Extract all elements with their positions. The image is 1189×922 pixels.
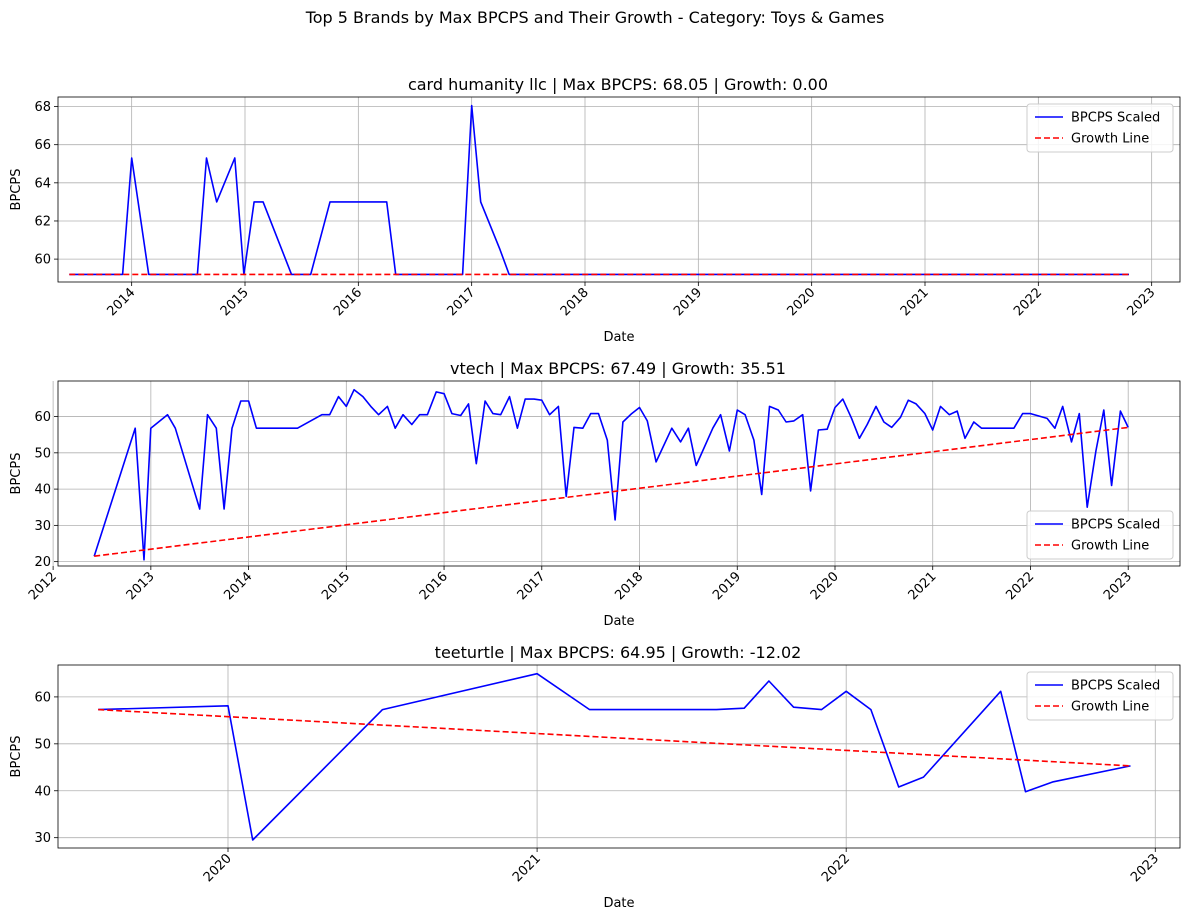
x-tick-label: 2018 <box>558 285 592 319</box>
x-tick-label: 2016 <box>417 569 451 603</box>
subplot-title: teeturtle | Max BPCPS: 64.95 | Growth: -… <box>435 643 802 662</box>
x-tick-label: 2019 <box>710 569 744 603</box>
x-axis-label: Date <box>603 896 634 911</box>
x-tick-label: 2022 <box>1011 285 1045 319</box>
legend-label: Growth Line <box>1071 132 1149 147</box>
legend: BPCPS Scaled Growth Line <box>1026 103 1174 153</box>
x-tick-label: 2022 <box>819 851 853 885</box>
x-tick-label: 2017 <box>444 285 478 319</box>
x-tick-label: 2023 <box>1124 285 1158 319</box>
x-tick-label: 2015 <box>319 569 353 603</box>
legend-label: Growth Line <box>1071 539 1149 554</box>
x-tick-label: 2016 <box>331 285 365 319</box>
y-tick-label: 30 <box>34 519 51 534</box>
y-tick-label: 62 <box>34 214 51 229</box>
x-tick-label: 2020 <box>808 569 842 603</box>
y-tick-label: 20 <box>34 555 51 570</box>
x-tick-label: 2018 <box>612 569 646 603</box>
plot-frame <box>57 380 1181 567</box>
x-tick-label: 2013 <box>124 569 158 603</box>
subplot-2: 2012 2013 2014 2015 2016 2017 2018 2019 2020 2021… <box>9 359 1181 629</box>
x-tick-label: 2021 <box>510 851 544 885</box>
y-tick-label: 60 <box>34 690 51 705</box>
x-axis-label: Date <box>603 330 634 345</box>
legend-label: BPCPS Scaled <box>1071 111 1160 126</box>
bpcps-line <box>69 104 1129 276</box>
y-tick-label: 60 <box>34 253 51 268</box>
subplot-3: 2020 2021 2022 2023 30 40 50 60 teeturtle | Max … <box>9 643 1181 911</box>
legend-label: Growth Line <box>1071 700 1149 715</box>
legend-label: BPCPS Scaled <box>1071 518 1160 533</box>
x-tick-label: 2020 <box>784 285 818 319</box>
legend-box <box>1026 671 1174 721</box>
y-tick-label: 60 <box>34 410 51 425</box>
y-tick-label: 30 <box>34 831 51 846</box>
y-tick-label: 40 <box>34 784 51 799</box>
subplots: 2014 2015 2016 2017 2018 2019 2020 2021 2022 2023… <box>9 75 1181 911</box>
x-tick-label: 2020 <box>201 851 235 885</box>
y-tick-label: 66 <box>34 138 51 153</box>
y-tick-label: 50 <box>34 737 51 752</box>
x-tick-label: 2017 <box>515 569 549 603</box>
x-tick-label: 2019 <box>671 285 705 319</box>
figure-title: Top 5 Brands by Max BPCPS and Their Grow… <box>305 8 885 27</box>
x-tick-label: 2023 <box>1101 569 1135 603</box>
x-tick-label: 2014 <box>104 285 138 319</box>
subplot-title: vtech | Max BPCPS: 67.49 | Growth: 35.51 <box>450 359 786 378</box>
legend-label: BPCPS Scaled <box>1071 679 1160 694</box>
y-tick-label: 64 <box>34 176 51 191</box>
x-axis-label: Date <box>603 614 634 629</box>
legend-box <box>1026 103 1174 153</box>
growth-line <box>94 426 1129 557</box>
legend: BPCPS Scaled Growth Line <box>1026 671 1174 721</box>
y-axis-label: BPCPS <box>9 169 24 211</box>
x-tick-label: 2022 <box>1003 569 1037 603</box>
y-tick-label: 68 <box>34 100 51 115</box>
y-tick-label: 50 <box>34 446 51 461</box>
legend: BPCPS Scaled Growth Line <box>1026 510 1174 560</box>
y-tick-label: 40 <box>34 483 51 498</box>
bpcps-line <box>93 388 1129 561</box>
bpcps-line <box>98 672 1131 841</box>
legend-box <box>1026 510 1174 560</box>
subplot-title: card humanity llc | Max BPCPS: 68.05 | G… <box>408 75 828 94</box>
subplot-1: 2014 2015 2016 2017 2018 2019 2020 2021 2022 2023… <box>9 75 1181 345</box>
y-axis-label: BPCPS <box>9 736 24 778</box>
x-tick-label: 2014 <box>221 569 255 603</box>
plot-frame <box>57 664 1181 849</box>
y-axis-label: BPCPS <box>9 453 24 495</box>
x-tick-label: 2021 <box>906 569 940 603</box>
plot-frame <box>57 96 1181 283</box>
x-tick-label: 2021 <box>898 285 932 319</box>
x-tick-label: 2023 <box>1128 851 1162 885</box>
x-tick-label: 2012 <box>26 569 60 603</box>
x-tick-label: 2015 <box>218 285 252 319</box>
growth-line <box>98 708 1131 767</box>
